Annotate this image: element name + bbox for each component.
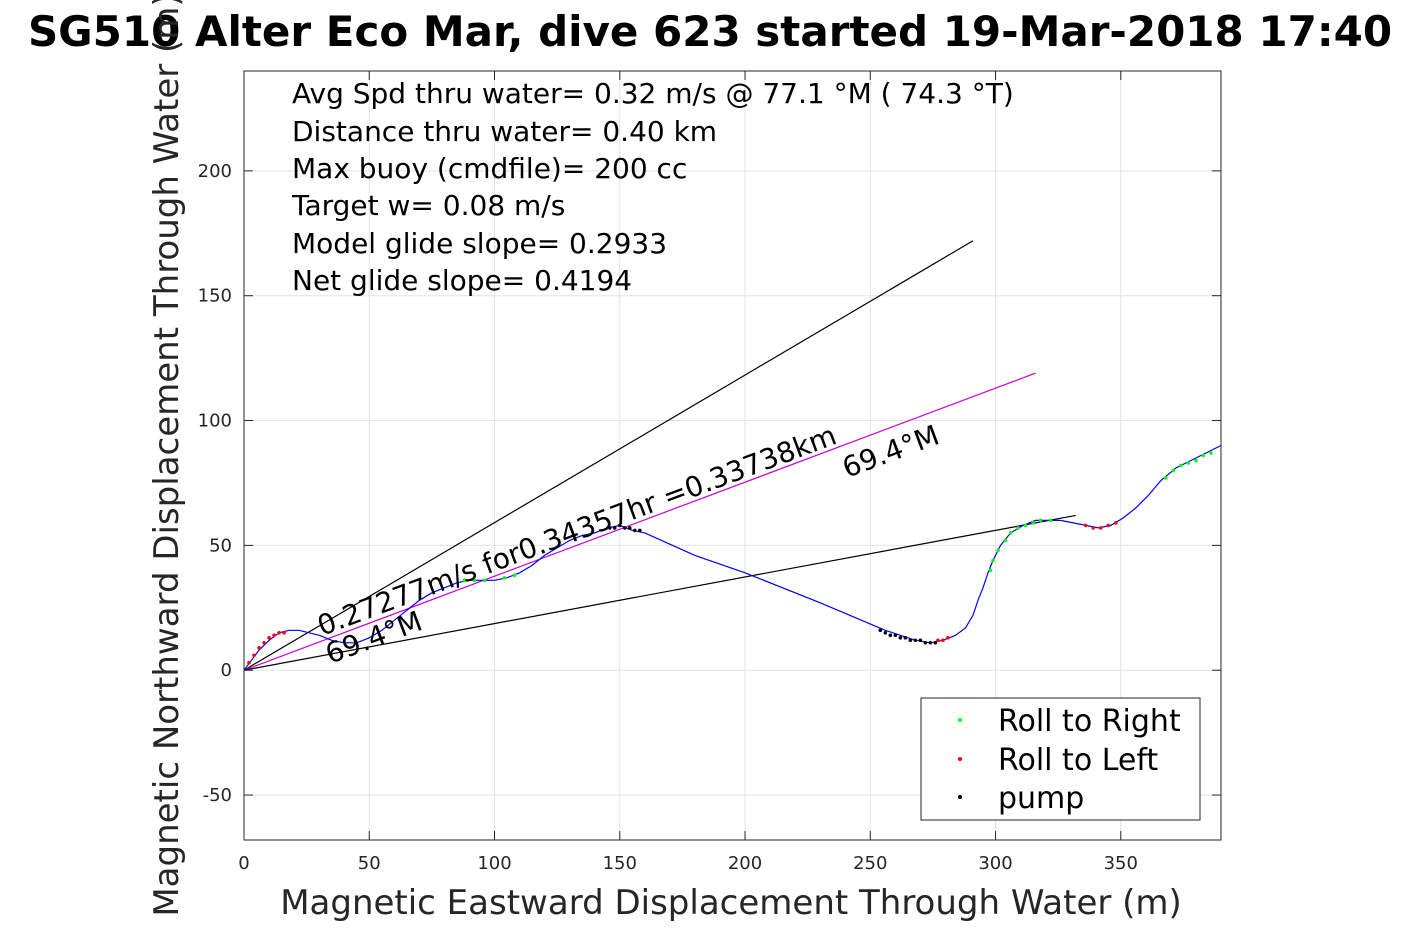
- y-tick-label: 0: [221, 660, 232, 681]
- stat-model-glide-slope: Model glide slope= 0.2933: [292, 227, 667, 260]
- y-tick-label: 100: [198, 411, 232, 432]
- pump-point: [617, 523, 622, 528]
- stat-target-w: Target w= 0.08 m/s: [291, 189, 565, 222]
- roll-right-point: [1016, 526, 1020, 530]
- x-axis-label: Magnetic Eastward Displacement Through W…: [280, 883, 1182, 923]
- stat-avg-speed: Avg Spd thru water= 0.32 m/s @ 77.1 °M (…: [292, 77, 1014, 110]
- roll-left-point: [1106, 523, 1111, 528]
- roll-right-point: [1023, 523, 1028, 528]
- roll-left-point: [941, 638, 945, 643]
- pump-point: [883, 630, 888, 635]
- roll-left-point: [1098, 526, 1103, 530]
- grid: [243, 71, 1221, 840]
- roll-right-point: [472, 578, 477, 583]
- dive-stats: Avg Spd thru water= 0.32 m/s @ 77.1 °M (…: [291, 77, 1014, 297]
- x-tick-label: 300: [978, 853, 1012, 874]
- pump-point: [612, 526, 617, 530]
- legend-label-roll-right: Roll to Right: [998, 704, 1181, 739]
- reference-lines: [243, 240, 1076, 671]
- legend-marker-roll-right: [958, 718, 962, 722]
- pump-point: [918, 638, 923, 643]
- roll-right-point: [1194, 458, 1198, 463]
- legend-marker-pump: [958, 795, 962, 799]
- roll-left-point: [267, 635, 271, 640]
- roll-right-point: [1201, 453, 1206, 458]
- pump-point: [878, 628, 883, 633]
- y-tick-label: 150: [198, 286, 232, 307]
- roll-right-point: [1171, 468, 1176, 473]
- x-tick-label: 100: [477, 853, 511, 874]
- legend-marker-roll-left: [958, 757, 962, 761]
- pump-point: [913, 638, 918, 643]
- y-tick-label: -50: [203, 785, 232, 806]
- pump-point: [903, 635, 908, 640]
- heading-line: [243, 372, 1036, 671]
- roll-right-point: [1164, 476, 1168, 480]
- pump-point: [622, 526, 627, 530]
- roll-left-point: [277, 630, 281, 635]
- roll-left-point: [247, 660, 251, 665]
- roll-left-point: [257, 645, 261, 650]
- pump-point: [888, 633, 893, 638]
- roll-right-point: [1186, 461, 1191, 465]
- legend-label-roll-left: Roll to Left: [998, 743, 1158, 778]
- glide-slope-lower: [243, 514, 1076, 671]
- pump-point: [627, 526, 632, 530]
- roll-left-point: [936, 638, 940, 643]
- stat-distance: Distance thru water= 0.40 km: [292, 115, 717, 148]
- roll-left-point: [1083, 523, 1088, 528]
- x-tick-label: 250: [853, 853, 887, 874]
- stat-net-glide-slope: Net glide slope= 0.4194: [292, 264, 632, 297]
- pump-point: [933, 640, 938, 645]
- roll-left-point: [252, 653, 256, 658]
- roll-right-point: [462, 578, 467, 583]
- plot-frame: [243, 70, 1222, 841]
- pump-point: [928, 640, 933, 645]
- roll-right-point: [512, 573, 517, 578]
- pump-point: [607, 526, 612, 530]
- roll-left-point: [946, 635, 950, 640]
- roll-right-point: [1048, 518, 1053, 523]
- x-tick-label: 50: [358, 853, 381, 874]
- roll-right-point: [502, 576, 507, 580]
- x-tick-label: 0: [238, 853, 249, 874]
- stat-max-buoy: Max buoy (cmdfile)= 200 cc: [292, 152, 687, 185]
- x-tick-label: 150: [603, 853, 637, 874]
- ticks: 0 50 100 150 200 250 300 350 -50 0 50 100 150 200: [198, 71, 1221, 874]
- chart-title: SG510 Alter Eco Mar, dive 623 started 19…: [28, 7, 1392, 56]
- roll-right-point: [996, 548, 1000, 553]
- roll-right-point: [1031, 521, 1035, 525]
- marker-layer: [247, 451, 1213, 665]
- roll-left-point: [262, 640, 266, 645]
- pump-point: [908, 638, 913, 643]
- y-axis-label: Magnetic Northward Displacement Through …: [147, 0, 187, 917]
- roll-left-point: [1091, 526, 1096, 530]
- roll-right-point: [991, 558, 995, 563]
- pump-point: [923, 640, 928, 645]
- roll-right-point: [1008, 531, 1013, 535]
- x-tick-label: 200: [728, 853, 762, 874]
- roll-right-point: [1038, 518, 1043, 523]
- roll-right-point: [988, 568, 993, 573]
- legend: Roll to Right Roll to Left pump: [920, 697, 1201, 821]
- roll-right-point: [1003, 538, 1008, 543]
- roll-right-point: [1209, 451, 1213, 455]
- glide-slope-upper: [243, 240, 974, 671]
- pump-point: [898, 635, 903, 640]
- legend-box: [920, 697, 1201, 821]
- y-tick-label: 50: [209, 535, 232, 556]
- y-tick-label: 200: [198, 161, 232, 182]
- x-tick-label: 350: [1104, 853, 1138, 874]
- pump-point: [633, 528, 637, 533]
- roll-right-point: [482, 578, 487, 583]
- roll-left-point: [272, 633, 276, 638]
- roll-right-point: [1179, 463, 1183, 468]
- pump-point: [638, 528, 642, 533]
- pump-point: [893, 633, 898, 638]
- roll-left-point: [1113, 521, 1118, 525]
- roll-left-point: [282, 630, 286, 635]
- legend-label-pump: pump: [998, 781, 1084, 816]
